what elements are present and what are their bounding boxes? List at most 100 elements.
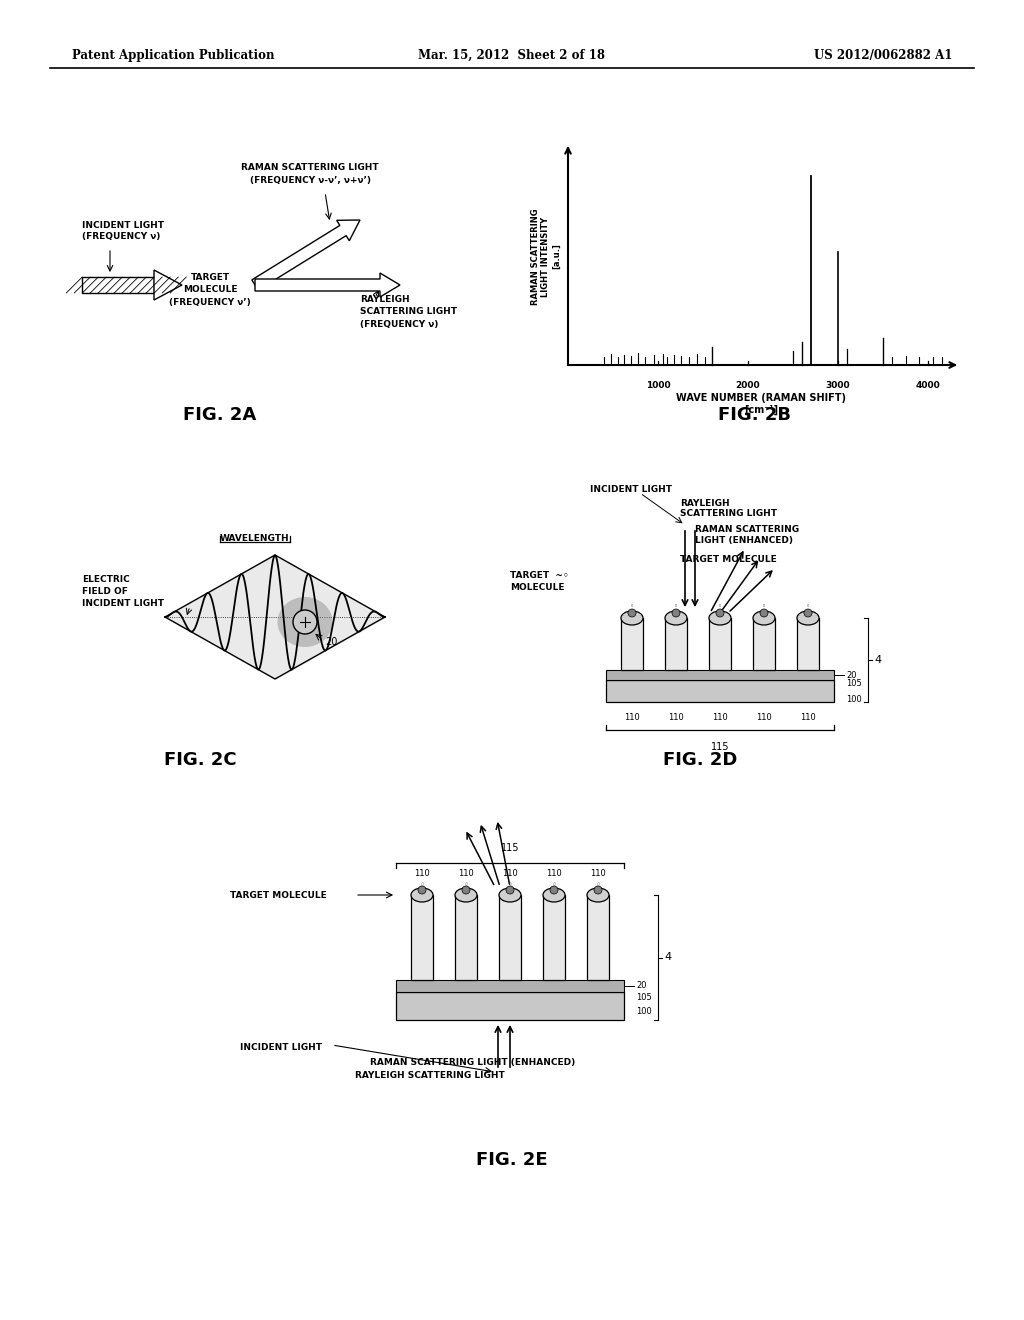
Text: TARGET MOLECULE: TARGET MOLECULE xyxy=(230,891,327,899)
Bar xyxy=(396,993,624,1020)
Ellipse shape xyxy=(455,888,477,902)
Bar xyxy=(543,895,565,979)
Text: TARGET MOLECULE: TARGET MOLECULE xyxy=(680,556,777,565)
Circle shape xyxy=(506,886,514,894)
Text: (FREQUENCY ν-ν’, ν+ν’): (FREQUENCY ν-ν’, ν+ν’) xyxy=(250,176,371,185)
Text: RAMAN SCATTERING
LIGHT INTENSITY
[a.u.]: RAMAN SCATTERING LIGHT INTENSITY [a.u.] xyxy=(531,209,561,305)
Text: RAMAN SCATTERING LIGHT (ENHANCED): RAMAN SCATTERING LIGHT (ENHANCED) xyxy=(370,1059,575,1068)
Bar xyxy=(621,618,643,671)
Text: (FREQUENCY ν’): (FREQUENCY ν’) xyxy=(169,298,251,308)
Text: 4: 4 xyxy=(874,655,881,665)
Text: 110: 110 xyxy=(502,869,518,878)
Text: 115: 115 xyxy=(501,843,519,853)
Circle shape xyxy=(716,609,724,616)
Text: SCATTERING LIGHT: SCATTERING LIGHT xyxy=(360,308,457,317)
Text: FIG. 2A: FIG. 2A xyxy=(183,407,257,424)
Bar xyxy=(455,895,477,979)
Text: INCIDENT LIGHT: INCIDENT LIGHT xyxy=(240,1044,322,1052)
Text: 4: 4 xyxy=(664,953,671,962)
Ellipse shape xyxy=(797,611,819,624)
Bar xyxy=(587,895,609,979)
Circle shape xyxy=(672,609,680,616)
Bar xyxy=(82,277,154,293)
Text: 110: 110 xyxy=(668,714,684,722)
Text: FIG. 2B: FIG. 2B xyxy=(719,407,792,424)
Text: MOLECULE: MOLECULE xyxy=(510,582,564,591)
Text: MOLECULE: MOLECULE xyxy=(182,285,238,294)
Text: (FREQUENCY ν): (FREQUENCY ν) xyxy=(82,232,161,242)
Text: FIG. 2D: FIG. 2D xyxy=(663,751,737,770)
Text: ◦: ◦ xyxy=(464,880,469,890)
Text: INCIDENT LIGHT: INCIDENT LIGHT xyxy=(590,486,672,495)
Text: US 2012/0062882 A1: US 2012/0062882 A1 xyxy=(814,49,952,62)
Text: 110: 110 xyxy=(458,869,474,878)
Circle shape xyxy=(594,886,602,894)
Text: ◦: ◦ xyxy=(762,603,766,609)
Bar xyxy=(396,979,624,993)
Text: 1000: 1000 xyxy=(646,381,671,389)
Text: ELECTRIC: ELECTRIC xyxy=(82,576,130,585)
Circle shape xyxy=(550,886,558,894)
Text: FIG. 2E: FIG. 2E xyxy=(476,1151,548,1170)
Text: 20: 20 xyxy=(846,671,856,680)
Bar xyxy=(606,680,834,702)
Text: 110: 110 xyxy=(800,714,816,722)
Bar xyxy=(411,895,433,979)
Text: Patent Application Publication: Patent Application Publication xyxy=(72,49,274,62)
Text: ◦: ◦ xyxy=(596,880,600,890)
Circle shape xyxy=(628,609,636,616)
Text: ◦: ◦ xyxy=(630,603,634,609)
Circle shape xyxy=(418,886,426,894)
Ellipse shape xyxy=(665,611,687,624)
Text: SCATTERING LIGHT: SCATTERING LIGHT xyxy=(680,510,777,519)
Text: ◦: ◦ xyxy=(806,603,810,609)
Text: ◦: ◦ xyxy=(420,880,425,890)
Bar xyxy=(753,618,775,671)
Ellipse shape xyxy=(587,888,609,902)
Text: TARGET  ~◦: TARGET ~◦ xyxy=(510,570,568,579)
Bar xyxy=(709,618,731,671)
Text: FIG. 2C: FIG. 2C xyxy=(164,751,237,770)
Text: RAMAN SCATTERING: RAMAN SCATTERING xyxy=(695,525,799,535)
Circle shape xyxy=(760,609,768,616)
Text: 110: 110 xyxy=(546,869,562,878)
Text: 2000: 2000 xyxy=(735,381,760,389)
Text: 100: 100 xyxy=(846,696,862,705)
Text: 110: 110 xyxy=(590,869,606,878)
Text: 3000: 3000 xyxy=(825,381,850,389)
Bar xyxy=(665,618,687,671)
Text: RAMAN SCATTERING LIGHT: RAMAN SCATTERING LIGHT xyxy=(242,164,379,173)
Text: ◦: ◦ xyxy=(718,603,722,609)
Ellipse shape xyxy=(709,611,731,624)
Text: 20: 20 xyxy=(325,638,337,647)
Text: 20: 20 xyxy=(636,982,646,990)
Polygon shape xyxy=(255,273,400,297)
Text: WAVELENGTH: WAVELENGTH xyxy=(220,535,290,543)
Bar xyxy=(606,671,834,680)
Text: 105: 105 xyxy=(636,993,651,1002)
Ellipse shape xyxy=(543,888,565,902)
Circle shape xyxy=(462,886,470,894)
Text: 110: 110 xyxy=(624,714,640,722)
Ellipse shape xyxy=(499,888,521,902)
Text: INCIDENT LIGHT: INCIDENT LIGHT xyxy=(82,220,164,230)
Text: INCIDENT LIGHT: INCIDENT LIGHT xyxy=(82,599,164,609)
Circle shape xyxy=(804,609,812,616)
Text: LIGHT (ENHANCED): LIGHT (ENHANCED) xyxy=(695,536,793,545)
Text: ◦: ◦ xyxy=(674,603,678,609)
Text: RAYLEIGH: RAYLEIGH xyxy=(360,296,410,305)
Text: WAVE NUMBER (RAMAN SHIFT): WAVE NUMBER (RAMAN SHIFT) xyxy=(677,393,847,403)
Polygon shape xyxy=(154,271,182,300)
Text: 4000: 4000 xyxy=(915,381,940,389)
Ellipse shape xyxy=(411,888,433,902)
Text: Mar. 15, 2012  Sheet 2 of 18: Mar. 15, 2012 Sheet 2 of 18 xyxy=(419,49,605,62)
Text: ◦: ◦ xyxy=(552,880,556,890)
Text: 110: 110 xyxy=(712,714,728,722)
Ellipse shape xyxy=(621,611,643,624)
Text: [cm⁻¹]: [cm⁻¹] xyxy=(744,405,778,416)
Circle shape xyxy=(293,610,317,634)
Ellipse shape xyxy=(753,611,775,624)
Text: FIELD OF: FIELD OF xyxy=(82,587,128,597)
Text: 115: 115 xyxy=(711,742,729,752)
Text: 110: 110 xyxy=(756,714,772,722)
